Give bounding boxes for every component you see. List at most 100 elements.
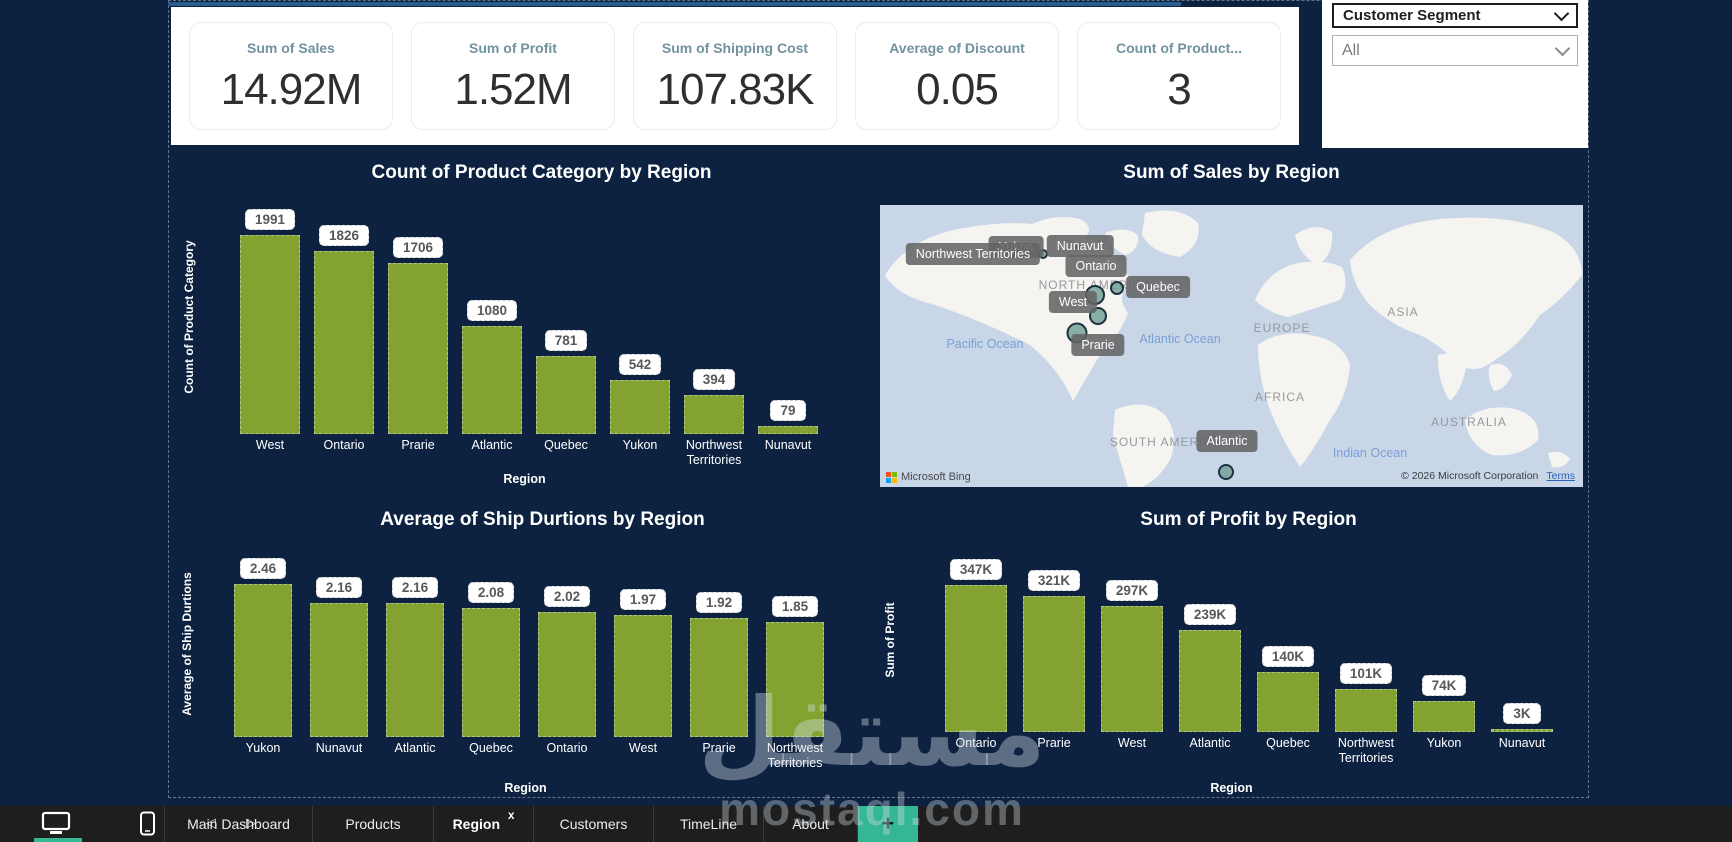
bar-column: 140K xyxy=(1249,646,1327,732)
map-region-label[interactable]: Ontario xyxy=(1065,255,1127,277)
add-page-button[interactable]: + xyxy=(857,806,918,842)
bar[interactable] xyxy=(1101,606,1163,732)
x-axis-category-label: Quebec xyxy=(1266,736,1310,750)
tab-region[interactable]: Region x xyxy=(433,806,533,842)
bar[interactable] xyxy=(614,615,672,737)
tab-customers[interactable]: Customers xyxy=(533,806,653,842)
microsoft-logo-icon xyxy=(886,471,897,483)
bar-plot-area: 2.46 2.16 2.16 2.08 2.02 1.97 1.92 1.85 xyxy=(221,545,875,737)
bar-column: 1706 xyxy=(381,237,455,434)
slicer-value-dropdown[interactable]: All xyxy=(1332,35,1578,66)
bar-column: 347K xyxy=(937,559,1015,732)
terms-link[interactable]: Terms xyxy=(1546,470,1575,482)
bar[interactable] xyxy=(690,618,748,737)
tab-timeline[interactable]: TimeLine xyxy=(653,806,763,842)
bar[interactable] xyxy=(538,612,596,737)
x-axis-category-label: West xyxy=(255,438,285,452)
visual-count-product-category-by-region: Count of Product Category by Region Coun… xyxy=(171,150,878,497)
kpi-card[interactable]: Count of Product... 3 xyxy=(1077,22,1281,130)
slicer-field-dropdown[interactable]: Customer Segment xyxy=(1332,3,1578,28)
x-axis-category-label: Prarie xyxy=(1037,736,1071,750)
bar-column: 542 xyxy=(603,354,677,434)
bar[interactable] xyxy=(536,356,596,434)
bar[interactable] xyxy=(310,603,368,737)
kpi-card[interactable]: Average of Discount 0.05 xyxy=(855,22,1059,130)
mobile-view-icon[interactable] xyxy=(139,811,157,842)
visual-sum-of-sales-map: Sum of Sales by Region xyxy=(880,150,1583,497)
bar[interactable] xyxy=(462,326,522,434)
sales-bubble[interactable] xyxy=(1110,281,1124,295)
kpi-card-label: Count of Product... xyxy=(1116,40,1242,56)
tab-products[interactable]: Products xyxy=(312,806,433,842)
map-attribution: Microsoft Bing xyxy=(886,471,971,483)
tab-label: TimeLine xyxy=(679,816,738,832)
chart-title: Count of Product Category by Region xyxy=(371,162,712,183)
bar[interactable] xyxy=(945,585,1007,732)
data-label: 1080 xyxy=(466,300,518,321)
kpi-card-value: 1.52M xyxy=(454,65,572,114)
bar-column: 394 xyxy=(677,369,751,434)
kpi-card[interactable]: Sum of Shipping Cost 107.83K xyxy=(633,22,837,130)
next-page-arrow-icon[interactable]: ▷ xyxy=(246,815,256,830)
map-region-label[interactable]: Northwest Territories xyxy=(905,243,1041,265)
bar[interactable] xyxy=(1413,701,1475,732)
bar[interactable] xyxy=(610,380,670,434)
data-label: 140K xyxy=(1261,646,1315,667)
data-label: 1.85 xyxy=(771,596,819,617)
data-label: 2.16 xyxy=(315,577,363,598)
data-label: 79 xyxy=(770,400,806,421)
kpi-card[interactable]: Sum of Sales 14.92M xyxy=(189,22,393,130)
bar[interactable] xyxy=(758,426,818,434)
x-axis-category-label: West xyxy=(1117,736,1147,750)
bar[interactable] xyxy=(462,608,520,737)
bar[interactable] xyxy=(1257,672,1319,732)
desktop-view-icon[interactable] xyxy=(40,811,72,842)
data-label: 2.46 xyxy=(239,558,287,579)
bar[interactable] xyxy=(1023,596,1085,732)
previous-page-arrow-icon[interactable]: ◁ xyxy=(206,815,216,830)
data-label: 101K xyxy=(1339,663,1393,684)
map-region-label[interactable]: Atlantic xyxy=(1196,430,1258,452)
bar-column: 1991 xyxy=(233,209,307,434)
bar[interactable] xyxy=(240,235,300,434)
x-axis-category-label: Northwest Territories xyxy=(766,741,824,770)
bing-map[interactable]: Microsoft Bing © 2026 Microsoft Corporat… xyxy=(880,205,1583,487)
x-axis-category-label: Nunavut xyxy=(315,741,363,755)
map-region-label[interactable]: Prarie xyxy=(1071,334,1125,356)
map-region-label[interactable]: Nunavut xyxy=(1046,235,1114,257)
data-label: 3K xyxy=(1503,703,1541,724)
bar[interactable] xyxy=(314,251,374,434)
sales-bubble[interactable] xyxy=(1218,464,1234,480)
tab-main-dashboard[interactable]: Main Dashboard xyxy=(164,806,312,842)
data-label: 1.97 xyxy=(619,589,667,610)
bar-column: 781 xyxy=(529,330,603,434)
bar[interactable] xyxy=(388,263,448,434)
bar[interactable] xyxy=(1179,630,1241,732)
bar-column: 1.92 xyxy=(681,592,757,737)
x-axis-category-label: Prarie xyxy=(401,438,435,452)
x-axis-category-label: Ontario xyxy=(546,741,588,755)
x-axis-category-label: Quebec xyxy=(469,741,513,755)
x-axis-title: Region xyxy=(1210,781,1253,795)
map-region-label[interactable]: Quebec xyxy=(1126,276,1190,298)
bar[interactable] xyxy=(1491,729,1553,732)
bar[interactable] xyxy=(766,622,824,737)
bar-column: 297K xyxy=(1093,580,1171,732)
kpi-card-value: 0.05 xyxy=(916,65,999,114)
kpi-card[interactable]: Sum of Profit 1.52M xyxy=(411,22,615,130)
x-axis-category-label: Northwest Territories xyxy=(685,438,743,467)
bar[interactable] xyxy=(386,603,444,737)
x-axis-category-label: Atlantic xyxy=(471,438,513,452)
ocean-label: Indian Ocean xyxy=(1332,446,1408,460)
x-axis-labels: Yukon Nunavut Atlantic Quebec Ontario West Pra… xyxy=(225,741,833,771)
bar-column: 321K xyxy=(1015,570,1093,732)
data-label: 321K xyxy=(1027,570,1081,591)
bar[interactable] xyxy=(1335,689,1397,732)
active-view-underline xyxy=(34,838,82,842)
bar[interactable] xyxy=(684,395,744,434)
bar[interactable] xyxy=(234,584,292,737)
tab-about[interactable]: About xyxy=(763,806,857,842)
x-axis-category-label: Northwest Territories xyxy=(1337,736,1395,765)
close-tab-icon[interactable]: x xyxy=(508,810,515,822)
map-region-label[interactable]: West xyxy=(1048,291,1098,313)
